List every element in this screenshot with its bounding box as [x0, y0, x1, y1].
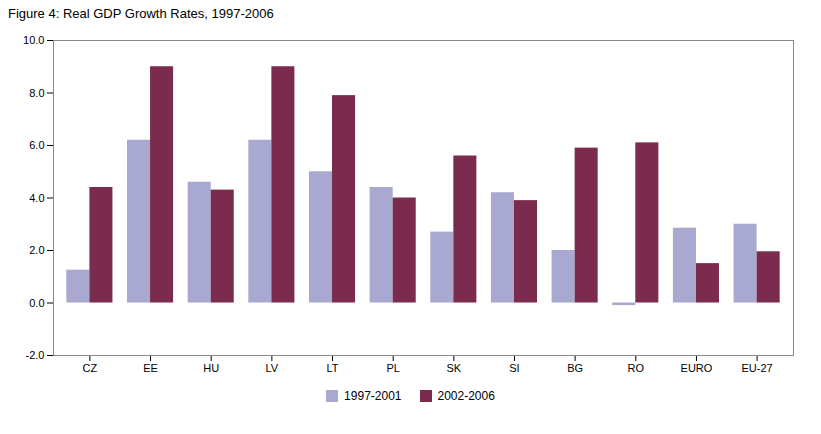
html-text:1997-2001: 1997-2001	[344, 389, 402, 403]
svg-text:SI: SI	[509, 362, 519, 374]
svg-text:PL: PL	[386, 362, 399, 374]
svg-text:8.0: 8.0	[29, 87, 44, 99]
html-text:Figure 4: Real GDP Growth Rate: Figure 4: Real GDP Growth Rates, 1997-20…	[8, 6, 274, 21]
html-text:2002-2006: 2002-2006	[437, 389, 495, 403]
svg-text:2.0: 2.0	[29, 244, 44, 256]
svg-text:10.0: 10.0	[23, 34, 44, 46]
svg-text:CZ: CZ	[83, 362, 98, 374]
svg-text:4.0: 4.0	[29, 192, 44, 204]
svg-text:6.0: 6.0	[29, 139, 44, 151]
svg-text:HU: HU	[203, 362, 219, 374]
svg-text:EU-27: EU-27	[742, 362, 773, 374]
svg-text:RO: RO	[628, 362, 645, 374]
svg-text:EURO: EURO	[681, 362, 713, 374]
svg-text:LT: LT	[327, 362, 339, 374]
svg-text:-2.0: -2.0	[26, 349, 45, 361]
svg-text:0.0: 0.0	[29, 297, 44, 309]
svg-text:EE: EE	[143, 362, 158, 374]
svg-text:SK: SK	[446, 362, 461, 374]
svg-text:LV: LV	[266, 362, 279, 374]
svg-text:BG: BG	[567, 362, 583, 374]
